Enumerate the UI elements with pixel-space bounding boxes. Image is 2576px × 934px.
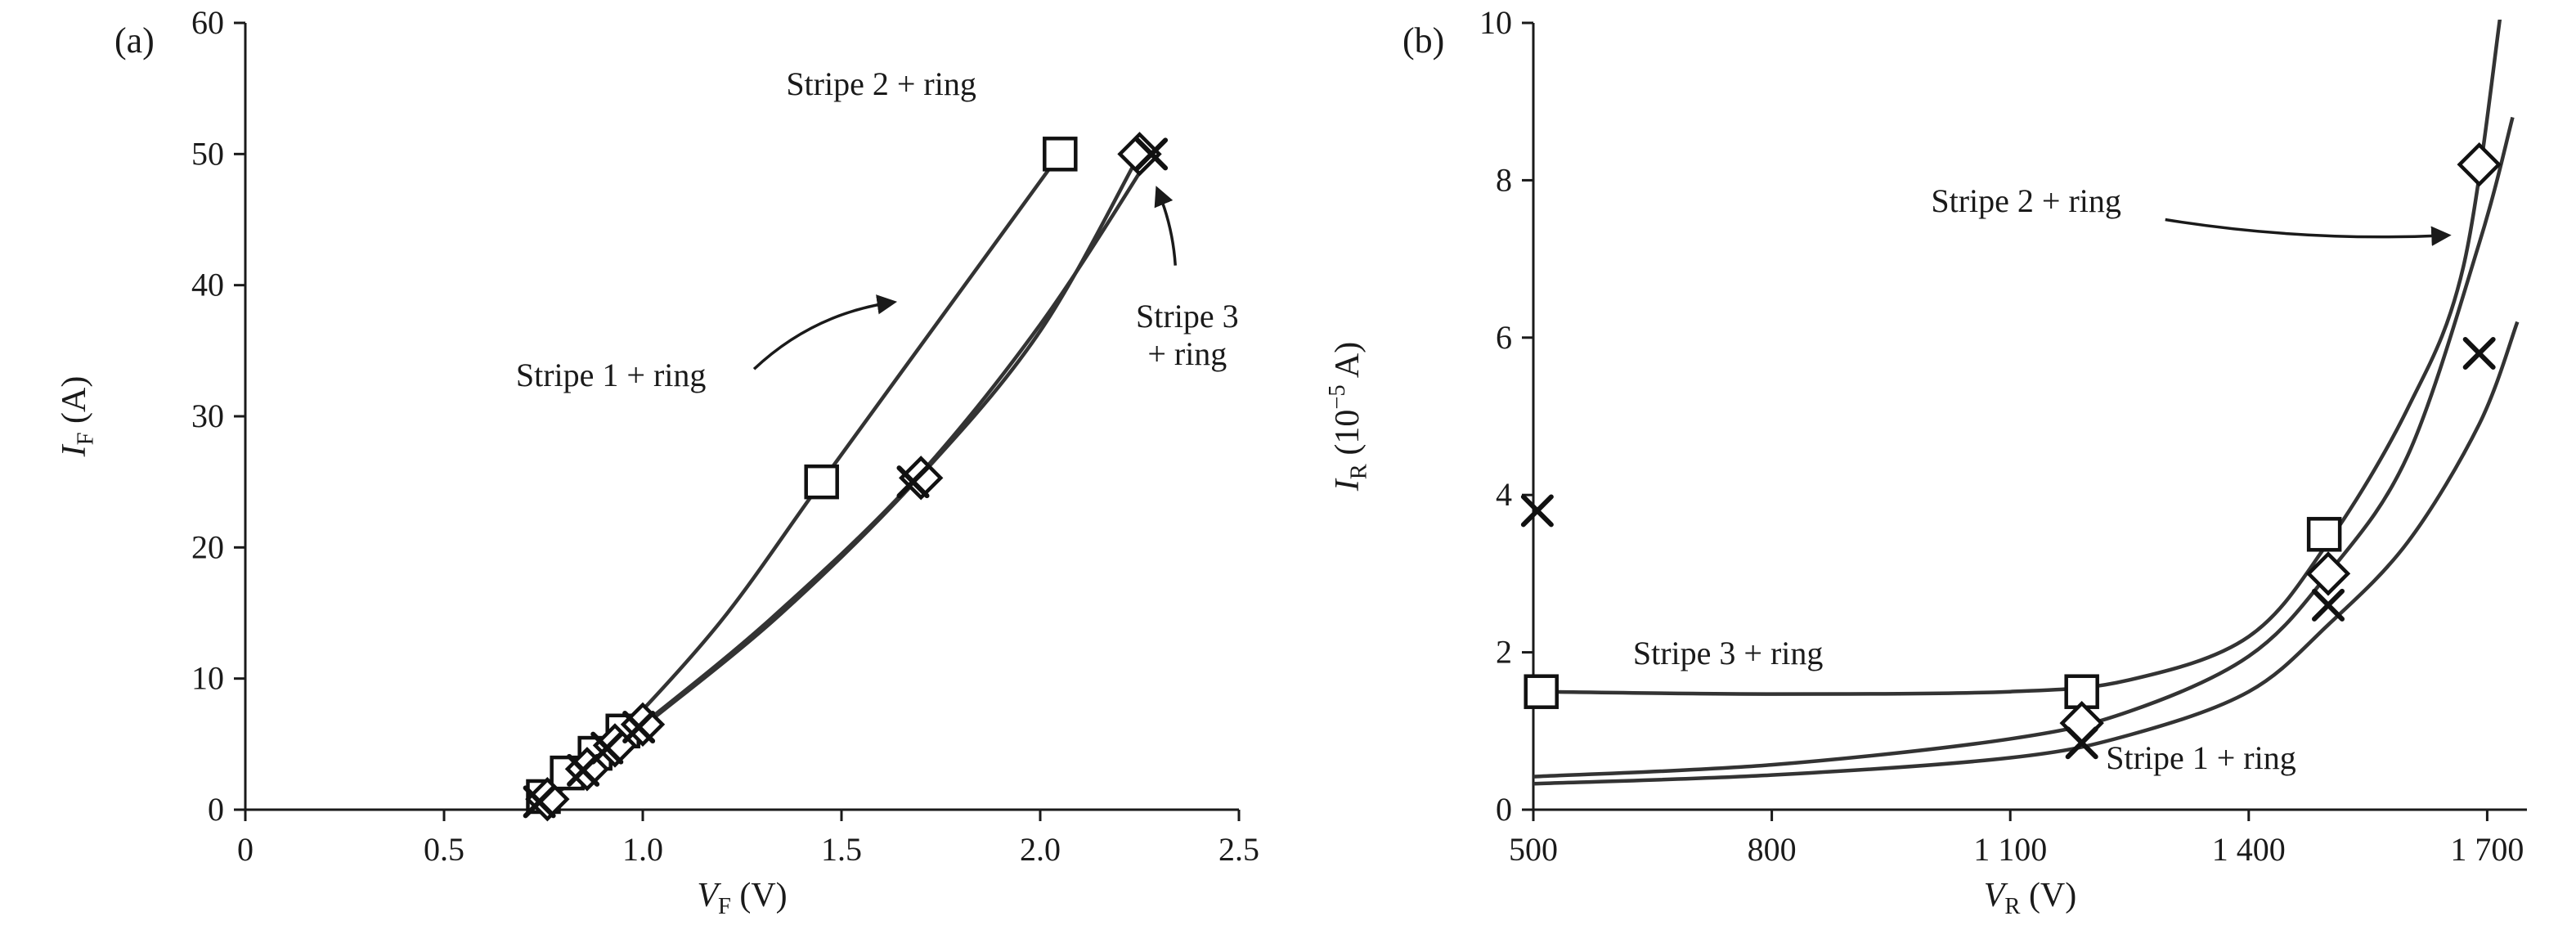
axes <box>244 23 1239 811</box>
annotation-label: Stripe 1 + ring <box>516 357 707 393</box>
x-marker <box>523 785 556 819</box>
y-tick-label: 20 <box>191 528 224 565</box>
diamond-marker <box>899 456 944 501</box>
markers-stripe-1-ring <box>1520 337 2496 760</box>
annotation-label: Stripe 3 + ring <box>1136 298 1239 372</box>
x-tick-label: 1 700 <box>2450 831 2524 868</box>
annotation-label: Stripe 2 + ring <box>1931 182 2121 219</box>
markers-stripe-1-ring <box>523 137 1169 819</box>
y-tick-label: 4 <box>1496 476 1512 513</box>
curve-stripe-1-ring <box>534 153 1153 806</box>
y-tick-label: 6 <box>1496 319 1512 356</box>
series-curves <box>1533 20 2520 786</box>
y-tick-label: 60 <box>191 4 224 41</box>
x-tick-label: 2.5 <box>1218 831 1259 868</box>
y-tick-label: 30 <box>191 397 224 434</box>
x-tick-label: 0.5 <box>424 831 464 868</box>
x-marker <box>2065 726 2098 760</box>
x-axis-label: VF (V) <box>697 877 787 919</box>
x-tick-label: 0 <box>237 831 254 868</box>
square-marker <box>1524 674 1559 709</box>
curve-stripe-3-ring <box>1533 20 2502 696</box>
annotation-label: Stripe 3 + ring <box>1633 635 1824 671</box>
y-tick-label: 2 <box>1496 634 1512 671</box>
diamond-marker <box>2457 141 2502 187</box>
y-tick-label: 40 <box>191 267 224 303</box>
panel-tag-b: (b) <box>1402 20 1444 61</box>
y-tick-label: 0 <box>208 791 224 828</box>
curve-stripe-2-ring <box>1533 116 2515 779</box>
annotation-label: Stripe 1 + ring <box>2106 739 2296 776</box>
curve-stripe-3-ring <box>542 153 1142 805</box>
diamond-marker <box>525 776 570 822</box>
annotation-arrow <box>1154 186 1177 266</box>
annotation-arrow <box>752 294 898 370</box>
x-marker <box>622 710 656 743</box>
x-tick-label: 800 <box>1748 831 1797 868</box>
x-axis-label: VR (V) <box>1984 877 2077 919</box>
chart-panel-a: (a) 0 0.5 1.0 1.5 2.0 2.5 0 10 20 30 40 50 60 VF (V) I… <box>56 4 1259 919</box>
annotation-arrow <box>2165 218 2452 246</box>
markers-stripe-2-ring <box>526 137 1078 815</box>
curve-stripe-1-ring <box>1533 321 2520 786</box>
markers-stripe-2-ring <box>2059 141 2502 746</box>
y-tick-label: 8 <box>1496 161 1512 198</box>
x-tick-label: 2.0 <box>1020 831 1061 868</box>
panel-tag-a: (a) <box>114 20 155 61</box>
diamond-marker <box>1117 132 1162 177</box>
y-axis-label: IR (10−5 A) <box>1325 342 1371 492</box>
markers-stripe-3-ring <box>1524 517 2342 709</box>
x-tick-label: 1 100 <box>1973 831 2047 868</box>
series-curves <box>530 153 1153 806</box>
x-marker <box>2462 337 2496 370</box>
y-tick-label: 10 <box>191 660 224 697</box>
y-tick-label: 50 <box>191 135 224 172</box>
y-axis-label: IF (A) <box>56 376 98 458</box>
square-marker <box>1043 137 1078 172</box>
x-marker <box>590 731 624 765</box>
y-tick-label: 10 <box>1479 4 1512 41</box>
square-marker <box>804 464 839 500</box>
x-tick-label: 1 400 <box>2212 831 2286 868</box>
diamond-marker <box>2305 551 2351 596</box>
chart-panel-b: (b) 500 800 1 100 1 400 1 700 0 2 4 6 8 10 VR (V) IR… <box>1325 4 2527 919</box>
x-tick-label: 1.0 <box>622 831 663 868</box>
y-tick-label: 0 <box>1496 791 1512 828</box>
square-marker <box>2306 517 2342 552</box>
x-marker <box>896 465 930 499</box>
diamond-marker <box>2059 700 2104 746</box>
x-tick-label: 500 <box>1509 831 1558 868</box>
x-tick-label: 1.5 <box>821 831 862 868</box>
x-marker <box>2312 588 2345 622</box>
x-marker <box>1520 494 1554 528</box>
annotation-label: Stripe 2 + ring <box>786 65 976 102</box>
x-marker <box>1135 137 1169 171</box>
curve-stripe-2-ring <box>530 153 1062 806</box>
